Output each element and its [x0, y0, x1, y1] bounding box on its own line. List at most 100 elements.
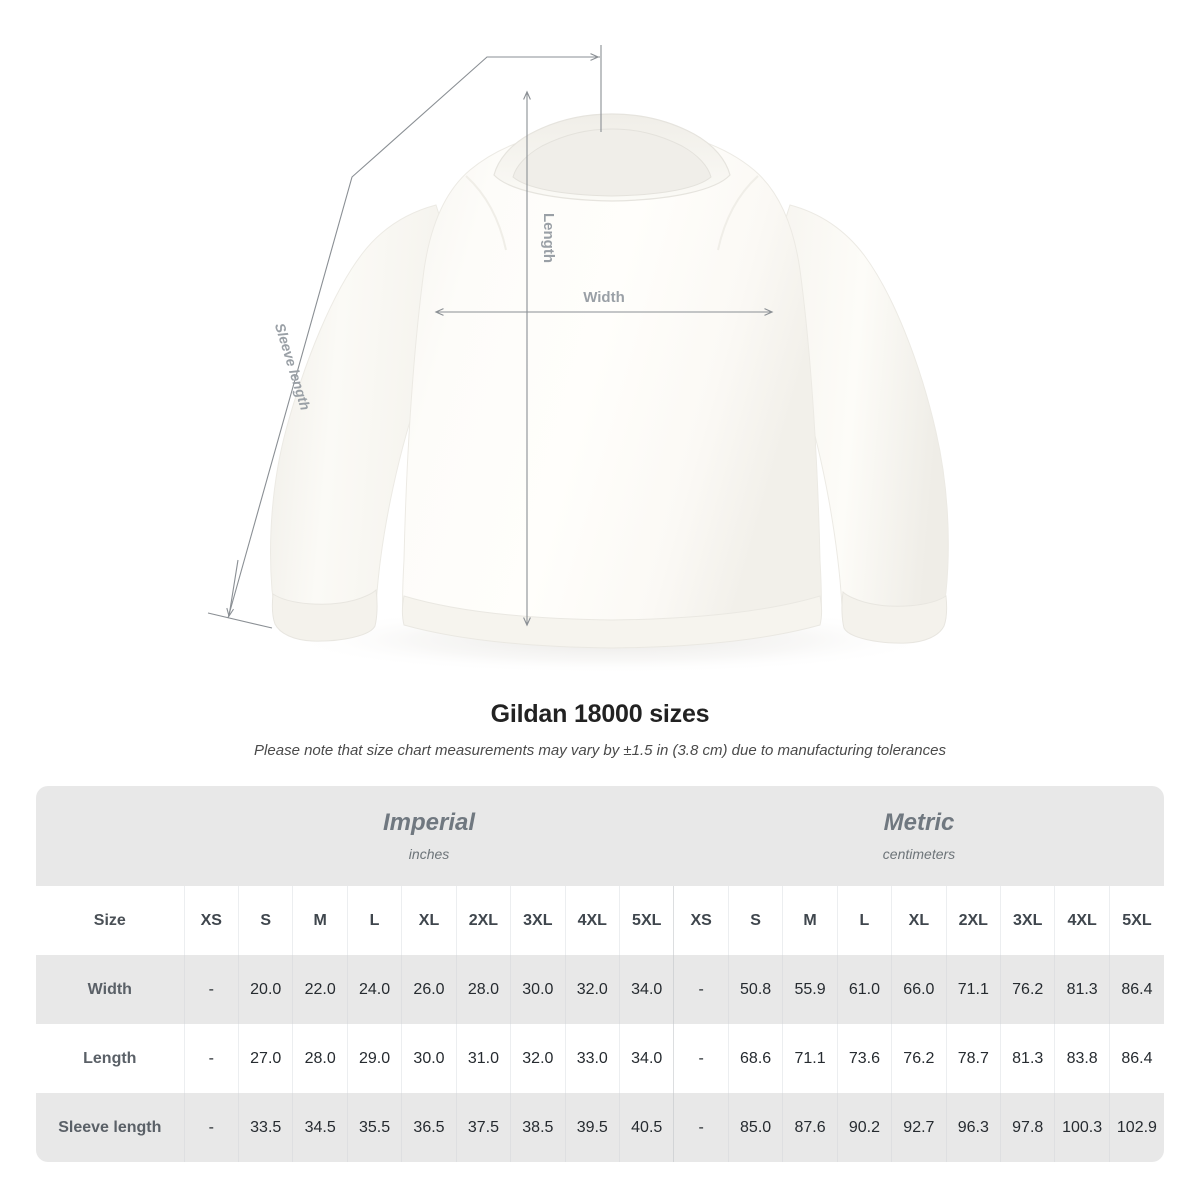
cell-length-imperial-5xl: 34.0 [619, 1024, 675, 1093]
unit-banner-row: Imperial inches Metric centimeters [36, 786, 1164, 886]
cell-length-imperial-3xl: 32.0 [510, 1024, 566, 1093]
right-shoulder-seam [717, 175, 759, 251]
row-label-sleeve-length: Sleeve length [36, 1093, 185, 1162]
cell-length-metric-m: 71.1 [782, 1024, 838, 1093]
cell-width-metric-m: 55.9 [782, 955, 838, 1024]
size-header-metric-m: M [782, 886, 838, 955]
size-header-metric-2xl: 2XL [946, 886, 1002, 955]
cell-sleeve-metric-2xl: 96.3 [946, 1093, 1002, 1162]
table-row: Length - 27.0 28.0 29.0 30.0 31.0 32.0 3… [36, 1024, 1164, 1093]
cell-length-metric-s: 68.6 [728, 1024, 784, 1093]
cell-sleeve-metric-3xl: 97.8 [1000, 1093, 1056, 1162]
size-header-imperial-4xl: 4XL [565, 886, 620, 955]
cell-width-metric-l: 61.0 [837, 955, 893, 1024]
cell-width-metric-2xl: 71.1 [946, 955, 1002, 1024]
cell-length-metric-2xl: 78.7 [946, 1024, 1002, 1093]
cell-width-imperial-m: 22.0 [292, 955, 348, 1024]
unit-imperial-name: Imperial [383, 809, 476, 837]
size-header-metric-xl: XL [891, 886, 947, 955]
cell-width-imperial-xs: - [184, 955, 240, 1024]
cell-sleeve-imperial-2xl: 37.5 [456, 1093, 512, 1162]
width-label: Width [583, 289, 625, 306]
cell-sleeve-imperial-4xl: 39.5 [565, 1093, 620, 1162]
cell-length-metric-5xl: 86.4 [1109, 1024, 1164, 1093]
neck-opening [512, 128, 712, 197]
size-header-metric-5xl: 5XL [1109, 886, 1164, 955]
size-header-imperial-s: S [238, 886, 294, 955]
size-header-imperial-xl: XL [401, 886, 457, 955]
cell-sleeve-metric-m: 87.6 [782, 1093, 838, 1162]
size-chart-table: Imperial inches Metric centimeters Size … [36, 786, 1164, 1162]
cell-sleeve-imperial-s: 33.5 [238, 1093, 294, 1162]
body [402, 126, 822, 648]
row-label-width: Width [36, 955, 185, 1024]
size-header-metric-xs: XS [673, 886, 729, 955]
bottom-hem [402, 595, 822, 649]
size-header-imperial-5xl: 5XL [619, 886, 675, 955]
size-header-metric-l: L [837, 886, 893, 955]
cell-length-imperial-l: 29.0 [347, 1024, 403, 1093]
cell-sleeve-imperial-xs: - [184, 1093, 240, 1162]
left-shoulder-seam [465, 175, 507, 251]
left-cuff [271, 588, 378, 642]
cell-length-imperial-4xl: 33.0 [565, 1024, 620, 1093]
cell-sleeve-metric-l: 90.2 [837, 1093, 893, 1162]
table-row: Sleeve length - 33.5 34.5 35.5 36.5 37.5… [36, 1093, 1164, 1162]
sweatshirt-illustration: Length Width Sleeve length [207, 45, 949, 674]
cell-width-metric-s: 50.8 [728, 955, 784, 1024]
size-header-imperial-l: L [347, 886, 403, 955]
cell-length-imperial-m: 28.0 [292, 1024, 348, 1093]
cell-length-metric-xs: - [673, 1024, 729, 1093]
cell-sleeve-imperial-3xl: 38.5 [510, 1093, 566, 1162]
size-header-imperial-2xl: 2XL [456, 886, 512, 955]
size-header-imperial-xs: XS [184, 886, 240, 955]
size-header-metric-3xl: 3XL [1000, 886, 1056, 955]
size-header-label: Size [36, 886, 185, 955]
cell-width-metric-xl: 66.0 [891, 955, 947, 1024]
row-label-length: Length [36, 1024, 185, 1093]
cell-length-metric-l: 73.6 [837, 1024, 893, 1093]
length-label: Length [540, 213, 557, 263]
unit-metric-name: Metric [883, 809, 955, 837]
size-header-metric-s: S [728, 886, 784, 955]
cell-width-imperial-s: 20.0 [238, 955, 294, 1024]
unit-imperial-cell: Imperial inches [184, 786, 674, 886]
cell-sleeve-metric-5xl: 102.9 [1109, 1093, 1164, 1162]
cell-sleeve-metric-s: 85.0 [728, 1093, 784, 1162]
cell-width-metric-4xl: 81.3 [1054, 955, 1110, 1024]
size-header-row: Size XS S M L XL 2XL 3XL 4XL 5XL XS S M … [36, 886, 1164, 955]
sleeve-bottom-arrow [226, 559, 239, 618]
tolerance-note: Please note that size chart measurements… [254, 742, 946, 759]
cell-width-metric-5xl: 86.4 [1109, 955, 1164, 1024]
cell-sleeve-imperial-l: 35.5 [347, 1093, 403, 1162]
cell-length-metric-3xl: 81.3 [1000, 1024, 1056, 1093]
cell-sleeve-imperial-5xl: 40.5 [619, 1093, 675, 1162]
cell-length-imperial-xl: 30.0 [401, 1024, 457, 1093]
cell-width-imperial-4xl: 32.0 [565, 955, 620, 1024]
cell-sleeve-imperial-m: 34.5 [292, 1093, 348, 1162]
cell-length-metric-4xl: 83.8 [1054, 1024, 1110, 1093]
product-photo: Length Width Sleeve length [207, 45, 949, 674]
cell-sleeve-metric-xl: 92.7 [891, 1093, 947, 1162]
cell-width-imperial-3xl: 30.0 [510, 955, 566, 1024]
cell-width-metric-xs: - [673, 955, 729, 1024]
cell-width-imperial-5xl: 34.0 [619, 955, 675, 1024]
sleeve-bottom-tick [207, 612, 273, 629]
cell-sleeve-metric-xs: - [673, 1093, 729, 1162]
cell-length-imperial-s: 27.0 [238, 1024, 294, 1093]
cell-width-imperial-l: 24.0 [347, 955, 403, 1024]
size-header-imperial-m: M [292, 886, 348, 955]
cell-length-imperial-xs: - [184, 1024, 240, 1093]
unit-metric-cell: Metric centimeters [673, 786, 1164, 886]
right-cuff [841, 590, 948, 644]
size-header-metric-4xl: 4XL [1054, 886, 1110, 955]
cell-width-metric-3xl: 76.2 [1000, 955, 1056, 1024]
cell-length-metric-xl: 76.2 [891, 1024, 947, 1093]
size-chart-table-wrapper: Imperial inches Metric centimeters Size … [36, 786, 1164, 1162]
cell-length-imperial-2xl: 31.0 [456, 1024, 512, 1093]
page-title: Gildan 18000 sizes [490, 700, 710, 728]
table-row: Width - 20.0 22.0 24.0 26.0 28.0 30.0 32… [36, 955, 1164, 1024]
cell-sleeve-metric-4xl: 100.3 [1054, 1093, 1110, 1162]
cell-sleeve-imperial-xl: 36.5 [401, 1093, 457, 1162]
